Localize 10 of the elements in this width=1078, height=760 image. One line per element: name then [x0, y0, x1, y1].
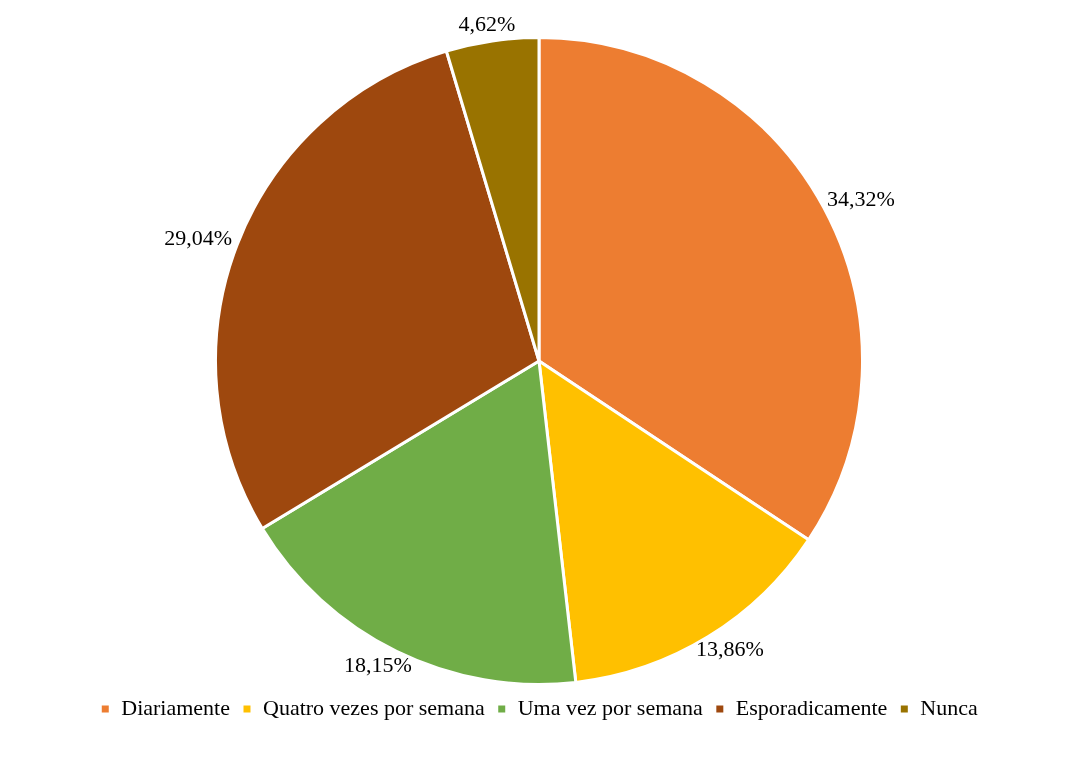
- legend-label: Esporadicamente: [735, 694, 888, 720]
- data-label: 4,62%: [458, 10, 516, 36]
- data-label: 18,15%: [344, 651, 412, 677]
- data-label: 29,04%: [164, 224, 232, 250]
- legend-label: Diariamente: [121, 694, 231, 720]
- data-label: 34,32%: [827, 186, 895, 212]
- legend-label: Nunca: [920, 694, 978, 720]
- legend-label: Uma vez por semana: [517, 694, 704, 720]
- data-label: 13,86%: [695, 636, 764, 662]
- legend-label: Quatro vezes por semana: [263, 694, 485, 720]
